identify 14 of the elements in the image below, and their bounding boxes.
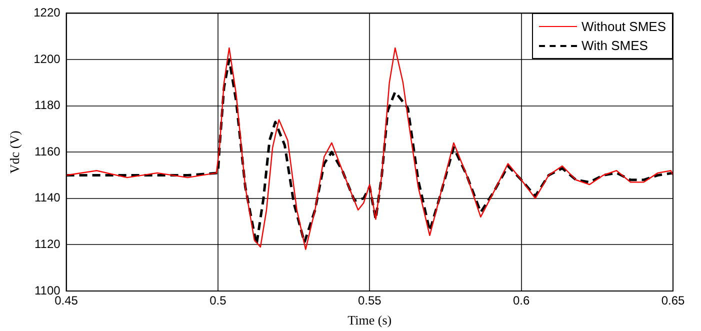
x-tick-label: 0.6: [512, 294, 530, 308]
y-tick-label: 1140: [34, 190, 61, 205]
x-axis-title: Time (s): [348, 312, 392, 328]
x-tick-label: 0.55: [358, 294, 382, 308]
legend-label: With SMES: [581, 38, 648, 54]
x-tick-label: 0.5: [210, 294, 227, 308]
y-tick-label: 1200: [34, 52, 61, 66]
y-axis-title: Vdc (V): [7, 130, 22, 174]
y-tick-label: 1160: [34, 144, 61, 158]
x-tick-label: 0.65: [661, 294, 685, 308]
y-tick-label: 1220: [34, 6, 61, 20]
y-tick-label: 1120: [34, 237, 61, 252]
legend-label: Without SMES: [581, 19, 666, 34]
y-tick-label: 1180: [34, 98, 61, 112]
